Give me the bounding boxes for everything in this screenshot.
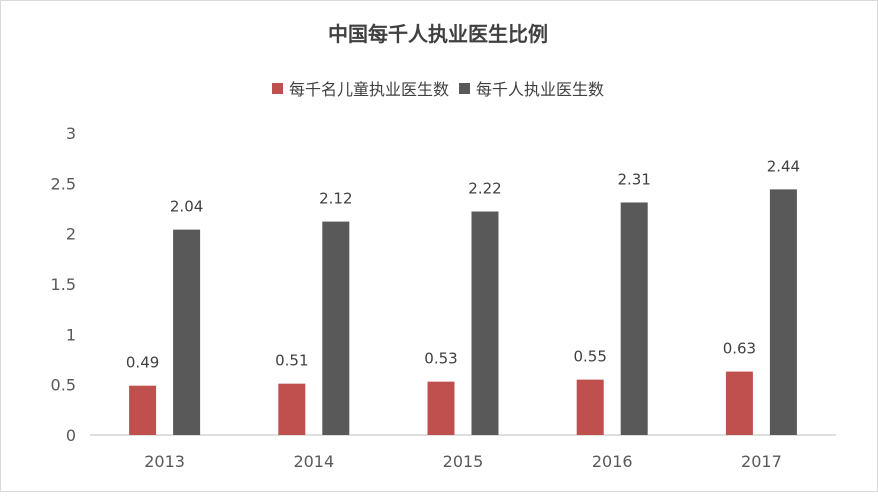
data-label-series2: 2.31 (617, 170, 650, 188)
data-label-series2: 2.44 (767, 157, 800, 175)
legend-swatch-series2 (459, 82, 470, 94)
bar-series1 (129, 385, 157, 435)
x-tick-label: 2017 (741, 452, 782, 471)
bar-series1 (278, 383, 306, 435)
data-label-series1: 0.55 (573, 348, 606, 366)
y-tick-label: 0.5 (51, 376, 76, 395)
data-label-series2: 2.04 (170, 198, 203, 216)
y-tick-label: 2.5 (51, 174, 76, 193)
legend-label-series2: 每千人执业医生数 (476, 80, 605, 99)
bar-series1 (427, 381, 455, 435)
legend-label-series1: 每千名儿童执业医生数 (288, 80, 449, 99)
y-tick-label: 0 (66, 426, 76, 445)
data-label-series1: 0.53 (424, 350, 457, 368)
x-tick-label: 2014 (293, 452, 334, 471)
legend-swatch-series1 (271, 82, 283, 94)
y-tick-label: 1 (66, 325, 76, 344)
bar-series2 (173, 229, 201, 435)
data-label-series1: 0.63 (723, 340, 756, 358)
legend-item-series1: 每千名儿童执业医生数 (271, 76, 449, 100)
data-label-series2: 2.22 (468, 180, 501, 198)
bar-series1 (725, 371, 753, 435)
y-tick-label: 2 (66, 225, 76, 244)
legend: 每千名儿童执业医生数 每千人执业医生数 (0, 76, 876, 100)
x-tick-label: 2015 (443, 452, 484, 471)
x-tick-label: 2013 (144, 452, 185, 471)
bar-series2 (471, 211, 499, 435)
bar-series1 (576, 379, 604, 435)
chart-title: 中国每千人执业医生比例 (328, 22, 548, 46)
x-tick-label: 2016 (592, 452, 633, 471)
legend-item-series2: 每千人执业医生数 (459, 76, 604, 100)
bar-series2 (620, 202, 648, 435)
y-tick-label: 1.5 (51, 275, 76, 294)
data-label-series1: 0.51 (275, 352, 308, 370)
data-label-series1: 0.49 (126, 354, 159, 372)
bar-series2 (769, 189, 797, 435)
data-label-series2: 2.12 (319, 190, 352, 208)
y-tick-label: 3 (66, 124, 76, 143)
bar-series2 (322, 221, 350, 435)
